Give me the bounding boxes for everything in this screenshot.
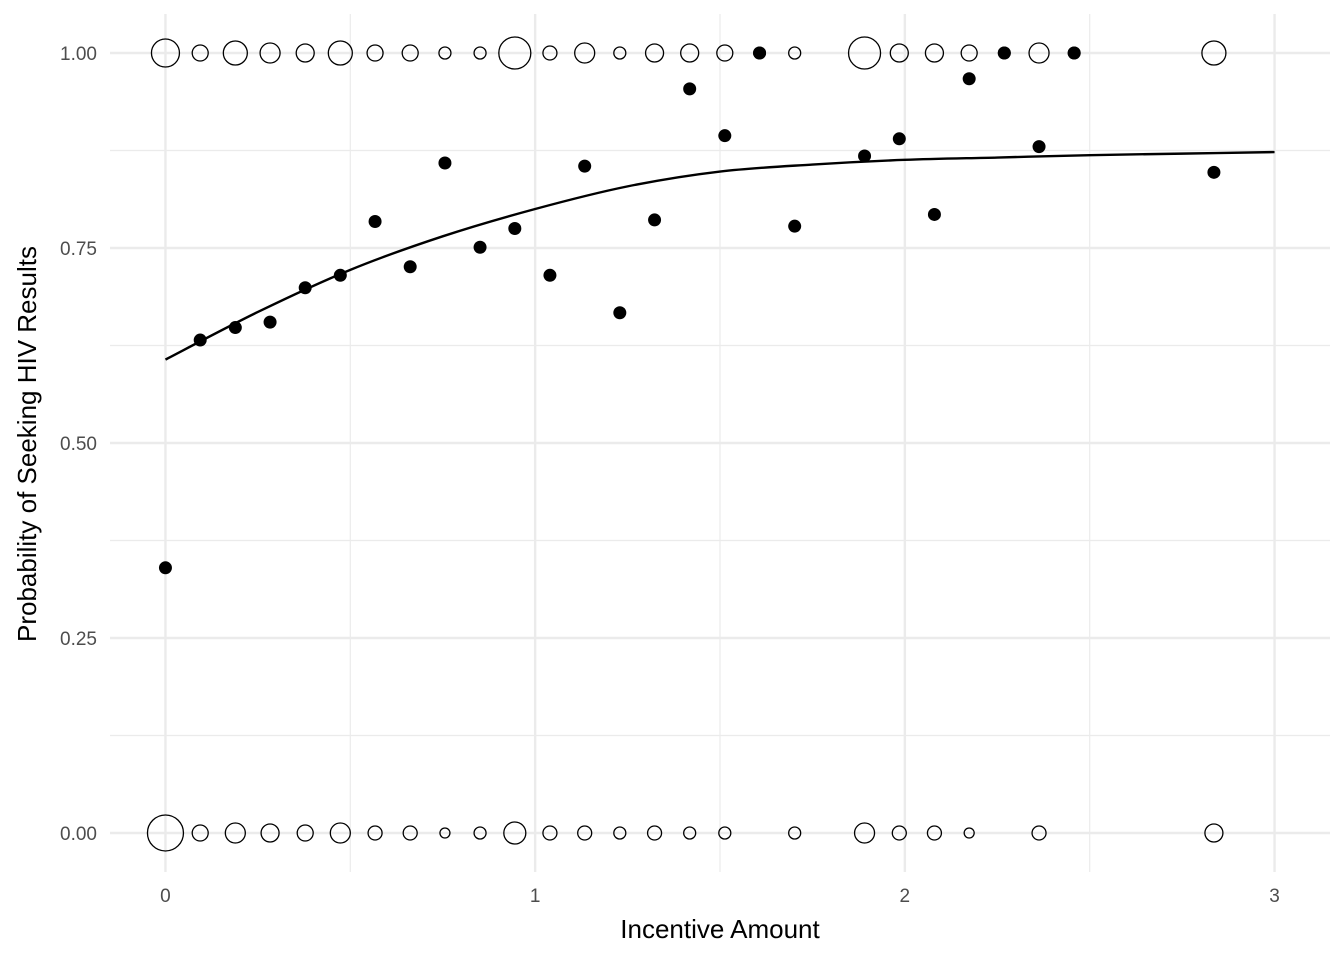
observation-circle (542, 825, 558, 841)
observation-circle (963, 827, 975, 839)
y-tick-label: 0.00 (60, 824, 97, 845)
proportion-point (228, 321, 242, 335)
observation-circle (327, 40, 353, 66)
observation-circle (574, 42, 596, 64)
proportion-point (438, 156, 452, 170)
proportion-point (997, 46, 1011, 60)
x-tick-label: 1 (530, 886, 541, 907)
x-tick-label: 3 (1269, 886, 1280, 907)
y-axis-tick-labels: 0.00 0.25 0.50 0.75 1.00 (60, 44, 97, 845)
proportion-point (1067, 46, 1081, 60)
observation-circle (473, 826, 487, 840)
y-tick-label: 1.00 (60, 44, 97, 65)
proportion-point (788, 219, 802, 233)
observation-circle (366, 44, 384, 62)
observation-circle (1028, 42, 1050, 64)
proportion-point (333, 268, 347, 282)
observation-circle (716, 44, 734, 62)
proportion-point (683, 82, 697, 96)
observation-circle (613, 46, 627, 60)
observation-circle (1031, 825, 1047, 841)
proportion-point (263, 315, 277, 329)
proportion-point (718, 129, 732, 143)
observation-circle (680, 43, 700, 63)
observation-circle (473, 46, 487, 60)
observation-circle (260, 823, 280, 843)
observation-circle (960, 44, 978, 62)
observation-circle (402, 825, 418, 841)
observation-circle (498, 36, 532, 70)
observation-circle (847, 36, 882, 70)
proportion-point (962, 72, 976, 86)
proportion-point (892, 132, 906, 146)
observation-circle (439, 827, 451, 839)
observation-circle (329, 822, 351, 844)
observation-circle (853, 822, 876, 844)
proportion-point (158, 561, 172, 575)
observation-circle (191, 44, 209, 62)
observation-circle (889, 43, 909, 63)
observation-circle (259, 42, 281, 64)
minor-gridlines (110, 14, 1330, 872)
y-axis-title: Probability of Seeking HIV Results (12, 246, 42, 642)
proportion-point (858, 149, 872, 163)
proportion-markers (158, 46, 1221, 575)
observation-circle (191, 824, 209, 842)
observation-circle (788, 46, 802, 60)
observation-circle (926, 825, 943, 841)
observation-circle (295, 43, 315, 63)
proportion-point (368, 214, 382, 228)
observation-circle (646, 825, 663, 841)
proportion-point (298, 281, 312, 295)
observation-circle (150, 38, 181, 68)
proportion-point (1032, 140, 1046, 154)
proportion-point (613, 306, 627, 320)
proportion-point (543, 268, 557, 282)
observation-circle (577, 825, 593, 841)
observation-circle (644, 43, 665, 63)
proportion-point (578, 159, 592, 173)
observation-circle (924, 43, 945, 63)
observation-circle (613, 826, 627, 840)
observation-circle (296, 824, 314, 842)
proportion-point (403, 260, 417, 274)
observation-circle (401, 44, 419, 62)
y-tick-label: 0.50 (60, 434, 97, 455)
observation-markers (146, 36, 1227, 852)
proportion-point (927, 207, 941, 221)
observation-circle (542, 45, 558, 61)
observation-circle (503, 821, 527, 845)
proportion-point (648, 213, 662, 227)
observation-circle (367, 825, 383, 841)
observation-circle (1201, 40, 1227, 66)
proportion-point (1207, 165, 1221, 179)
observation-circle (224, 822, 246, 844)
x-tick-label: 2 (900, 886, 911, 907)
proportion-point (508, 222, 522, 235)
proportion-point (753, 46, 767, 60)
observation-circle (683, 826, 697, 840)
y-tick-label: 0.75 (60, 239, 97, 260)
observation-circle (718, 826, 732, 840)
proportion-point (473, 240, 487, 254)
y-tick-label: 0.25 (60, 629, 97, 650)
observation-circle (146, 814, 185, 852)
x-axis-tick-labels: 0 1 2 3 (160, 886, 1280, 907)
observation-circle (1204, 823, 1224, 843)
proportion-point (193, 333, 207, 347)
observation-circle (891, 825, 907, 841)
observation-circle (438, 46, 452, 60)
observation-circle (222, 40, 248, 66)
x-tick-label: 0 (160, 886, 171, 907)
x-axis-title: Incentive Amount (620, 914, 820, 944)
observation-circle (788, 826, 802, 840)
